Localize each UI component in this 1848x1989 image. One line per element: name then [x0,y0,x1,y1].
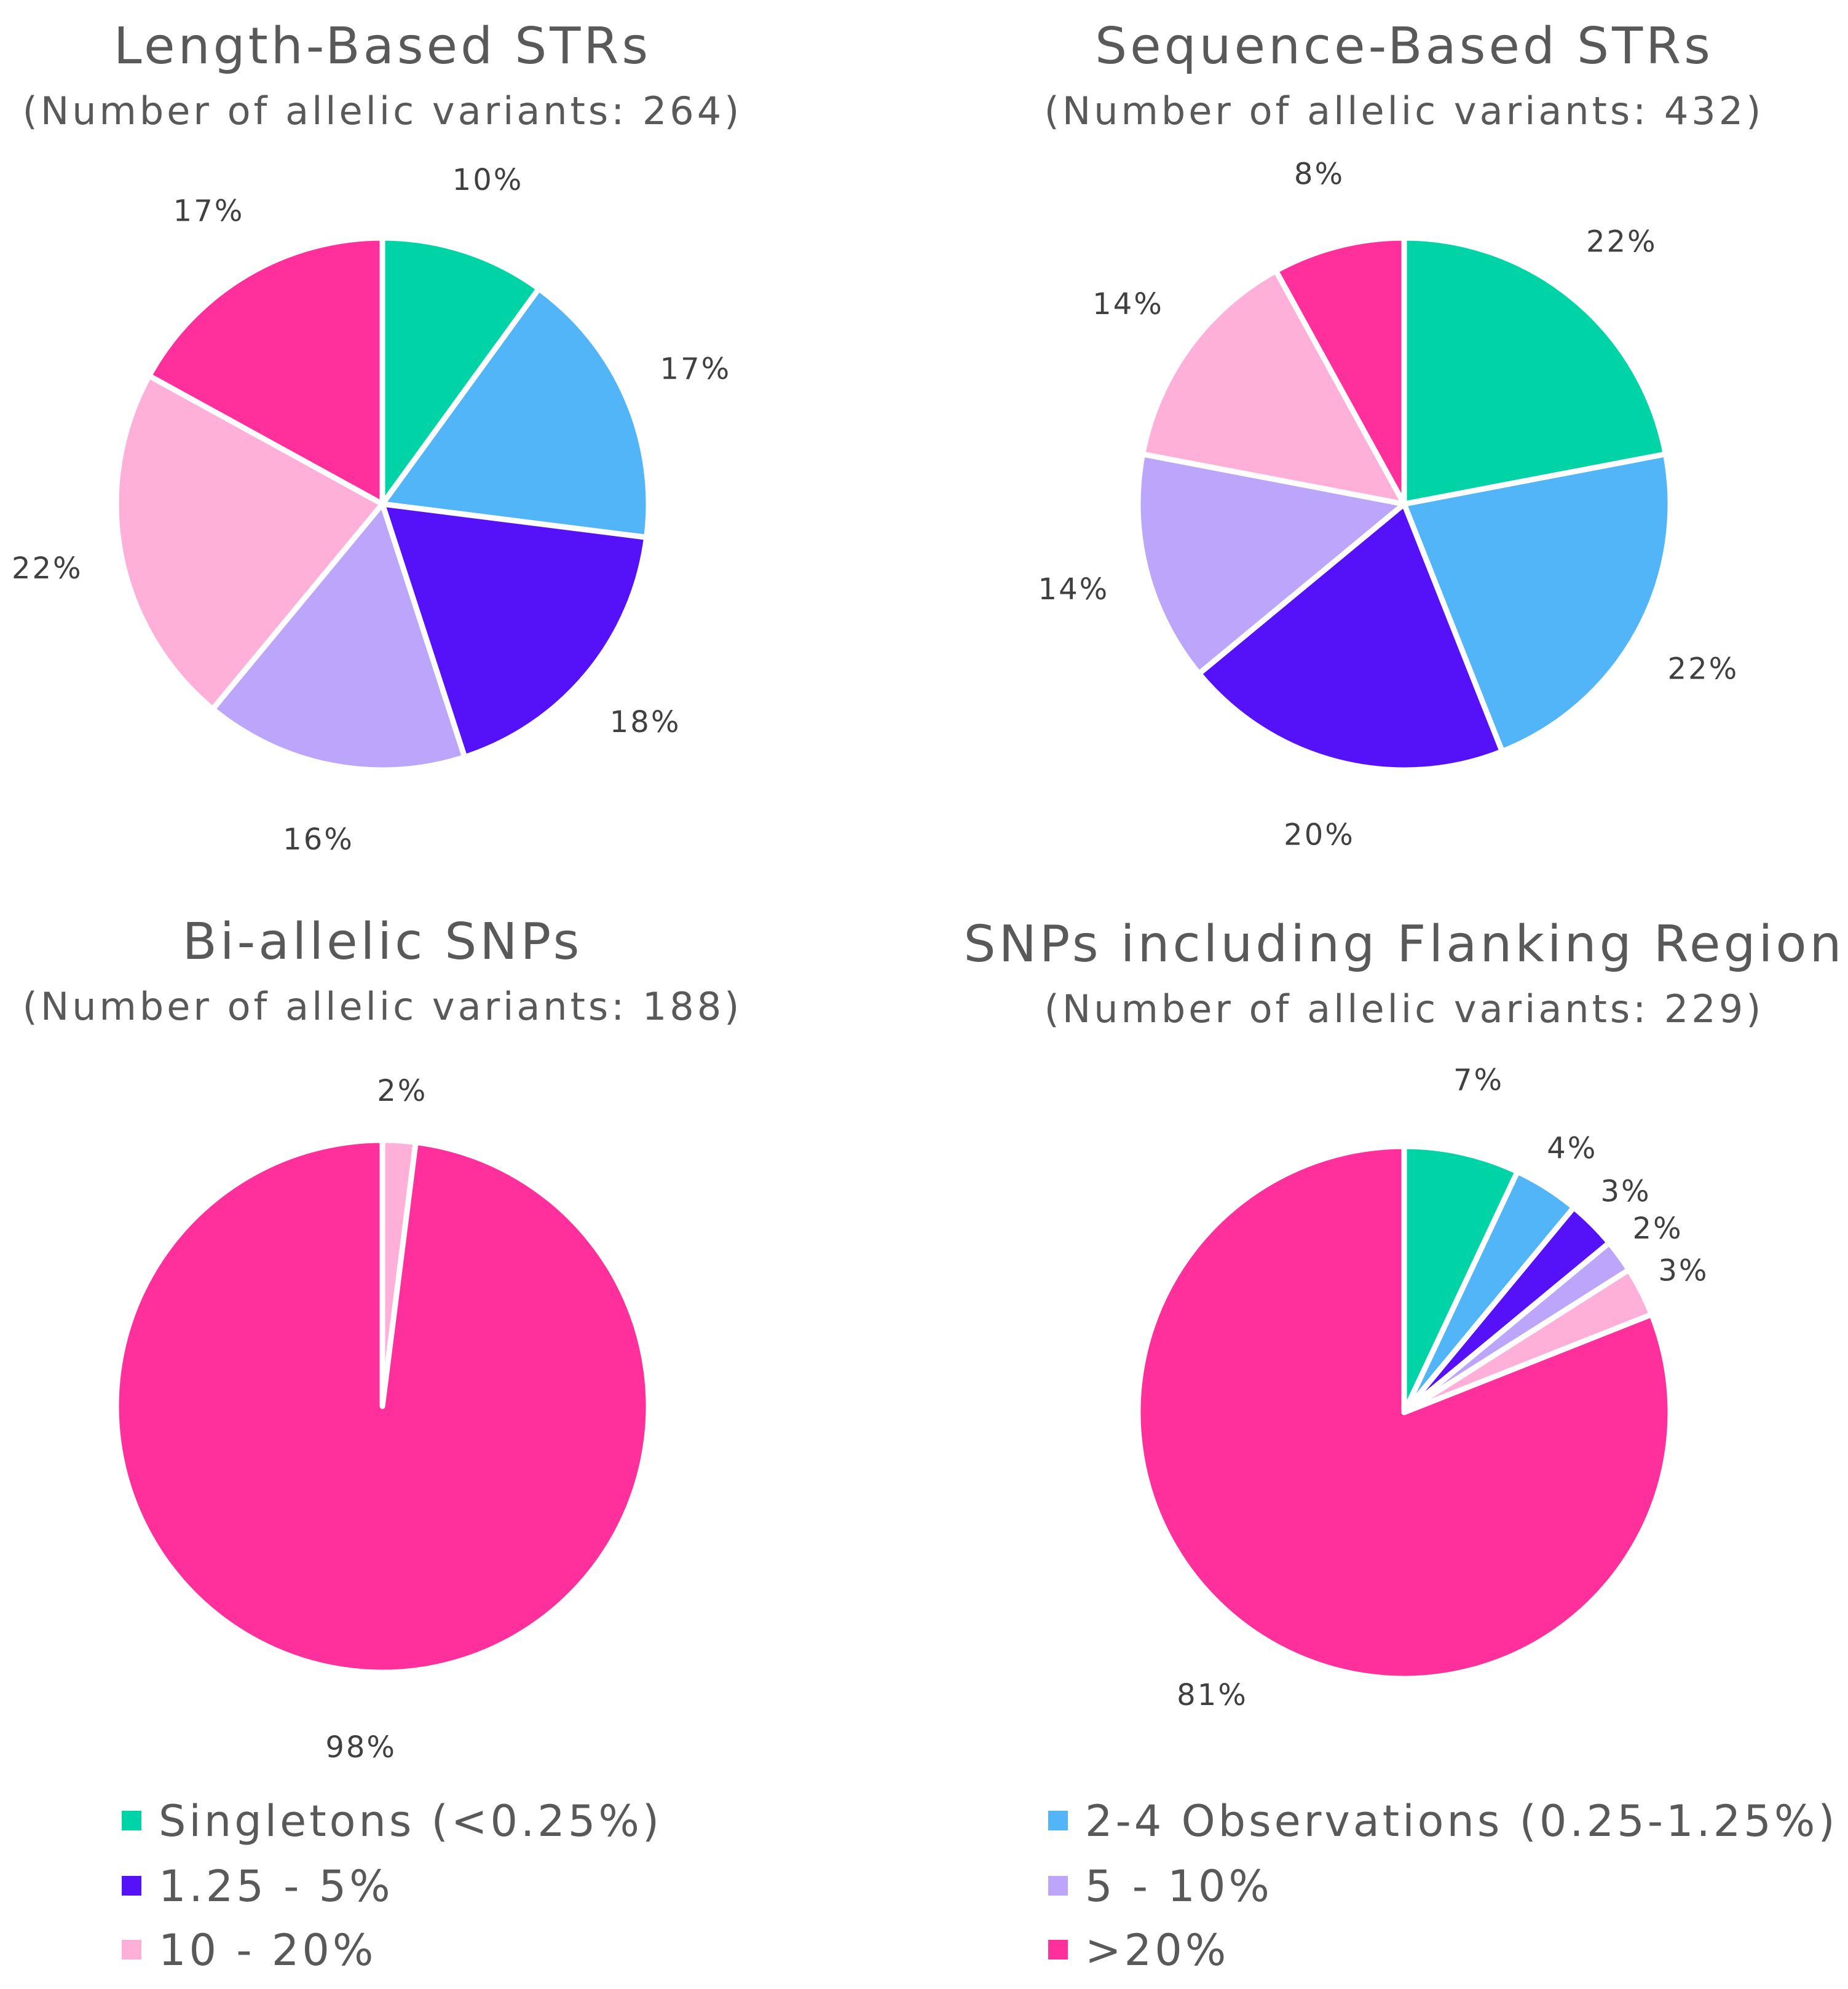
legend-swatch [122,1811,141,1830]
pie-data-labels: 22% 22% 20% 14% 14% 8% [1038,157,1739,853]
pie-data-labels: 7%4%3%2%3%81% [1177,1063,1708,1712]
chart-subtitle: (Number of allelic variants: 188) [23,984,743,1029]
pie-data-labels: 2% 98% [325,1074,427,1765]
data-label-5-10: 2% [1633,1211,1683,1246]
legend-item-2-4-observations-0-25-1-25: 2-4 Observations (0.25-1.25%) [1048,1796,1838,1846]
chart-sequence-based-strs: Sequence-Based STRs (Number of allelic v… [1038,17,1764,853]
pie-slice-20 [113,1137,652,1676]
data-label-10-20: 3% [1658,1254,1708,1288]
chart-title: Sequence-Based STRs [1095,17,1713,76]
legend-label: 5 - 10% [1085,1861,1273,1912]
pie-slices [113,235,652,773]
pie-slice-1-25-5 [1196,501,1505,773]
data-label-singletons-0-25: 7% [1453,1063,1504,1097]
data-label-5-10: 16% [283,822,354,857]
pie-slices [1135,1143,1673,1682]
data-label-1-25-5: 20% [1284,818,1355,853]
chart-subtitle: (Number of allelic variants: 432) [1044,89,1764,133]
pie-slice-1-25-5 [379,501,650,760]
chart-length-based-strs: Length-Based STRs (Number of allelic var… [12,17,743,857]
chart-subtitle: (Number of allelic variants: 229) [1044,987,1764,1031]
legend-item-20: >20% [1048,1925,1229,1975]
pie-slices [1135,235,1673,773]
data-label-20: 98% [325,1730,397,1765]
chart-snps-including-flanking-region: SNPs including Flanking Region (Number o… [964,915,1845,1712]
data-label-2-4-observations-0-25-1-25: 4% [1547,1131,1597,1165]
data-label-20: 17% [173,194,245,228]
legend-label: >20% [1085,1925,1229,1975]
chart-subtitle: (Number of allelic variants: 264) [23,89,743,133]
data-label-10-20: 2% [377,1074,427,1108]
legend-label: 10 - 20% [159,1925,376,1975]
data-label-10-20: 22% [12,551,83,586]
data-label-2-4-observations-0-25-1-25: 22% [1668,652,1739,686]
data-label-20: 8% [1294,157,1345,191]
pie-slice-singletons-0-25 [379,235,542,507]
pie-slice-singletons-0-25 [1401,235,1668,507]
legend-swatch [122,1876,141,1896]
legend-label: 2-4 Observations (0.25-1.25%) [1085,1796,1838,1846]
legend-item-5-10: 5 - 10% [1048,1861,1273,1912]
pie-slice-5-10 [210,501,468,773]
chart-title: SNPs including Flanking Region [964,915,1845,974]
chart-title: Length-Based STRs [114,17,651,76]
pie-slice-10-20 [113,372,385,712]
legend-item-singletons-0-25: Singletons (<0.25%) [122,1796,662,1846]
data-label-singletons-0-25: 10% [452,163,524,197]
chart-title: Bi-allelic SNPs [183,913,583,971]
data-label-2-4-observations-0-25-1-25: 17% [660,352,732,387]
pie-data-labels: 10% 17% 18% 16% 22% 17% [12,163,732,857]
chart-bi-allelic-snps: Bi-allelic SNPs (Number of allelic varia… [23,913,743,1765]
legend-swatch [1048,1811,1068,1830]
data-label-5-10: 14% [1038,572,1110,607]
data-label-singletons-0-25: 22% [1586,224,1657,259]
pie-slice-5-10 [1135,451,1407,677]
pie-slice-20 [1273,235,1407,507]
pie-slice-10-20 [1140,268,1407,507]
data-label-20: 81% [1177,1678,1248,1712]
pie-slice-20 [146,235,385,507]
pie-slices [113,1137,652,1676]
data-label-1-25-5: 3% [1601,1174,1651,1208]
legend-swatch [1048,1876,1068,1896]
legend-swatch [1048,1940,1068,1959]
pie-slice-2-4-observations-0-25-1-25 [1401,451,1673,755]
pie-slice-20 [1135,1143,1673,1682]
legend-label: 1.25 - 5% [159,1861,393,1912]
legend-item-1-25-5: 1.25 - 5% [122,1861,393,1912]
data-label-10-20: 14% [1092,287,1164,321]
legend: Singletons (<0.25%) 2-4 Observations (0.2… [122,1796,1838,1975]
pie-slice-2-4-observations-0-25-1-25 [379,286,652,540]
legend-swatch [122,1940,141,1959]
data-label-1-25-5: 18% [610,705,681,739]
legend-label: Singletons (<0.25%) [159,1796,662,1846]
legend-item-10-20: 10 - 20% [122,1925,376,1975]
